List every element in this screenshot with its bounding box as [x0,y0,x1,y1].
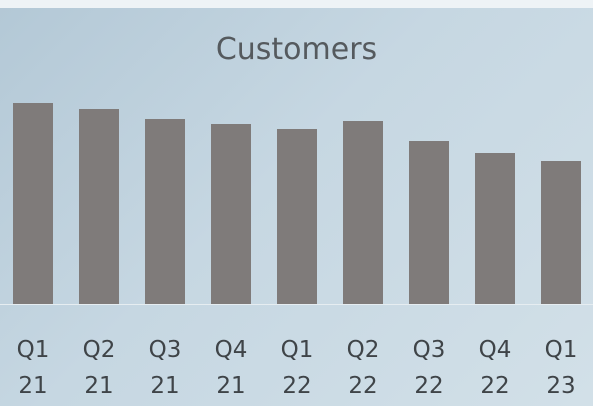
baseline [0,304,593,305]
x-tick-label: Q1 23 [544,337,578,399]
bar [541,161,581,304]
top-strip [0,0,593,8]
x-tick-label: Q2 22 [346,337,380,399]
bar [211,124,251,304]
bar [145,119,185,304]
bar [277,129,317,304]
x-tick-label: Q3 21 [148,337,182,399]
x-tick-label: Q3 22 [412,337,446,399]
chart-title: Customers [215,32,378,67]
bar [13,103,53,304]
bar [475,153,515,304]
bar [409,141,449,304]
bar [79,109,119,304]
x-tick-label: Q1 21 [16,337,50,399]
x-tick-label: Q2 21 [82,337,116,399]
x-tick-label: Q1 22 [280,337,314,399]
x-tick-label: Q4 22 [478,337,512,399]
x-tick-label: Q4 21 [214,337,248,399]
bar [343,121,383,304]
